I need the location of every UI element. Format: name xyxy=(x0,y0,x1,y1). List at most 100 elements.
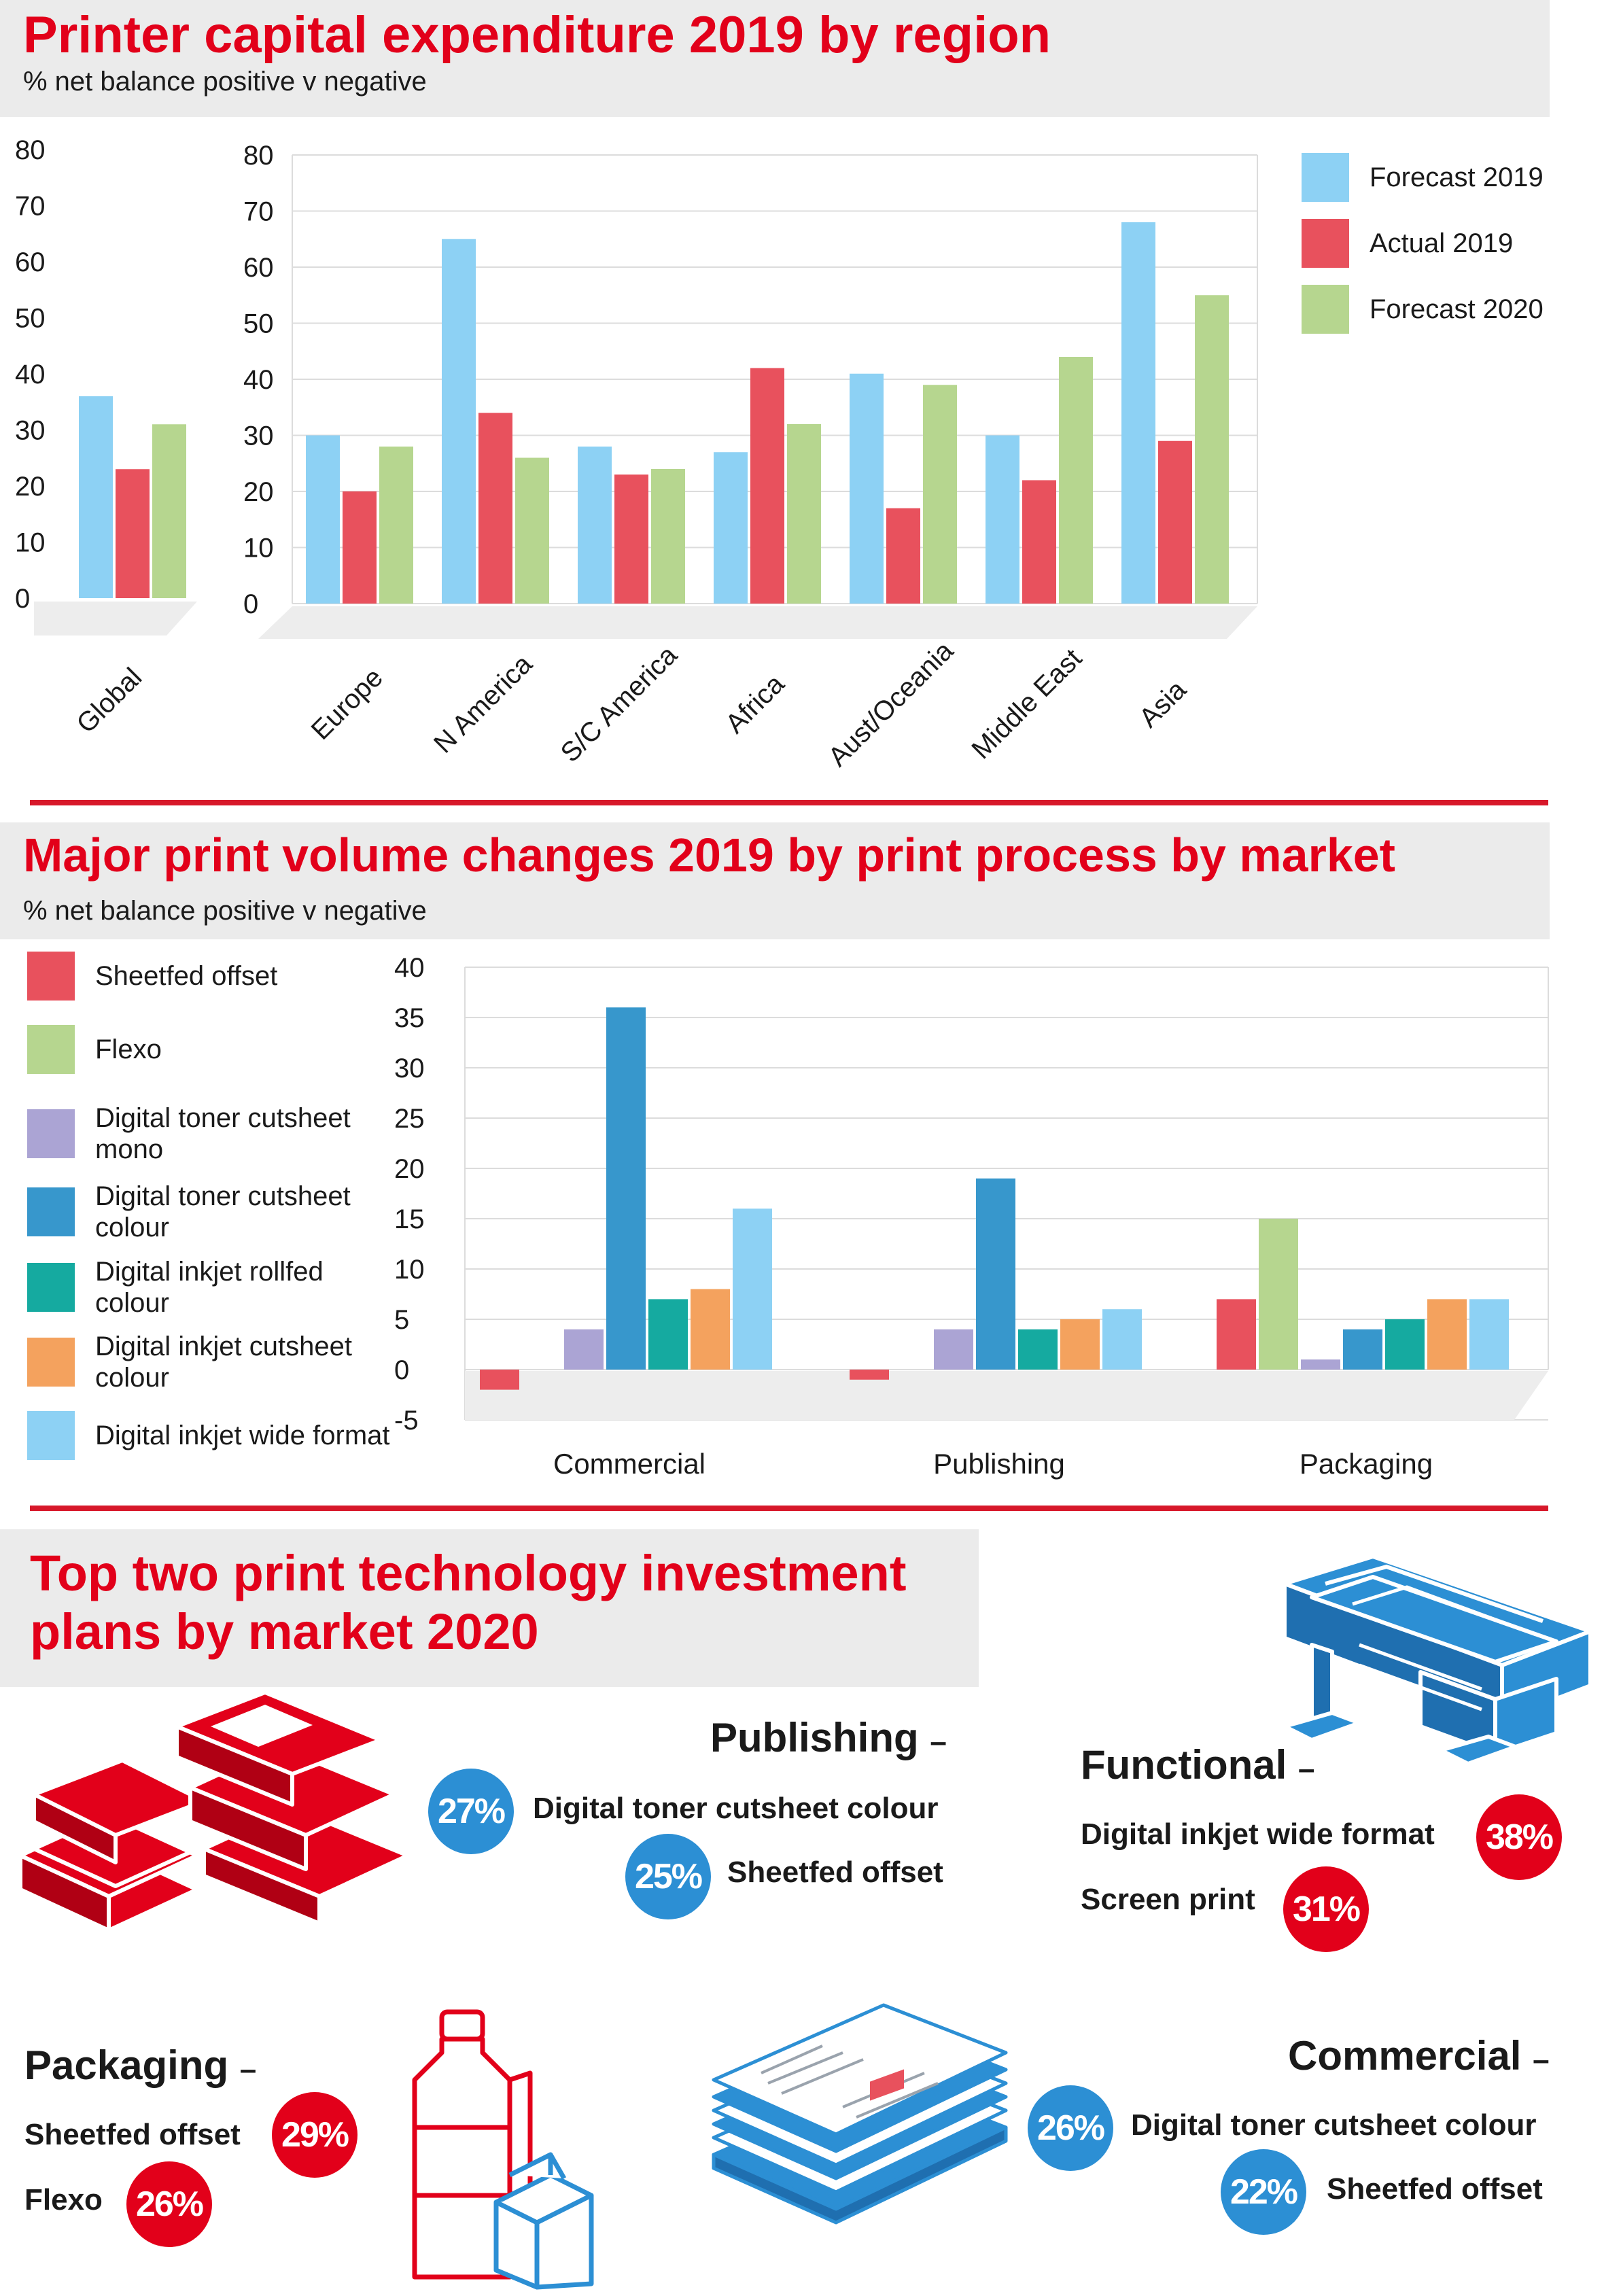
region-chart: 0 10 20 30 40 50 60 70 80 Europe N America S/C Amer… xyxy=(243,141,1258,772)
y-tick-label: 5 xyxy=(394,1305,409,1335)
y-tick-label: 40 xyxy=(15,360,46,389)
y-tick-label: 70 xyxy=(243,197,274,227)
bar-publishing-4 xyxy=(1018,1329,1058,1370)
legend-swatch xyxy=(27,1109,75,1158)
bar-middle-east-1 xyxy=(1022,480,1056,604)
functional-title-text: Functional xyxy=(1081,1742,1287,1788)
y-tick-label: 10 xyxy=(243,534,274,563)
y-tick-label: 15 xyxy=(394,1204,425,1234)
bottle-carton-icon xyxy=(412,2009,594,2290)
publishing-item-1: Digital toner cutsheet colour xyxy=(533,1792,939,1825)
section3-header-band xyxy=(0,1529,979,1687)
legend-label: Actual 2019 xyxy=(1370,228,1514,258)
bar-europe-2 xyxy=(379,447,413,604)
functional-title: Functional – xyxy=(1081,1741,1314,1788)
bar-packaging-0 xyxy=(1217,1299,1256,1370)
dash: – xyxy=(1533,2043,1550,2076)
section1-subtitle: % net balance positive v negative xyxy=(23,67,427,97)
legend-item: Digital inkjet cutsheet colour xyxy=(27,1331,394,1393)
y-tick-label: 70 xyxy=(15,192,46,222)
y-tick-label: 40 xyxy=(394,953,425,983)
legend-label: Sheetfed offset xyxy=(95,961,278,991)
bar-packaging-2 xyxy=(1301,1359,1340,1370)
legend-item: Digital inkjet wide format xyxy=(27,1411,394,1460)
legend-item: Forecast 2019 xyxy=(1302,153,1544,202)
x-tick-label: Africa xyxy=(720,669,790,740)
bar-asia-2 xyxy=(1195,295,1229,604)
x-tick-label: Publishing xyxy=(933,1448,1065,1480)
bar-packaging-6 xyxy=(1469,1299,1509,1370)
y-tick-label: 30 xyxy=(394,1054,425,1083)
bar-africa-0 xyxy=(714,452,748,604)
bar-asia-0 xyxy=(1121,222,1155,604)
y-tick-label: 10 xyxy=(15,528,46,558)
x-tick-label: Aust/Oceania xyxy=(822,636,959,772)
legend-item: Actual 2019 xyxy=(1302,219,1513,268)
packaging-item-2: Flexo xyxy=(24,2183,103,2216)
bar-middle-east-0 xyxy=(986,435,1019,604)
bar-packaging-3 xyxy=(1343,1329,1382,1370)
functional-item-1: Digital inkjet wide format xyxy=(1081,1817,1435,1851)
legend-item: Digital toner cutsheet colour xyxy=(27,1181,394,1243)
legend-item: Forecast 2020 xyxy=(1302,285,1544,334)
legend-swatch xyxy=(1302,285,1349,334)
bar-commercial-0 xyxy=(480,1370,519,1390)
section2-title: Major print volume changes 2019 by print… xyxy=(23,829,1395,882)
publishing-pct-1: 27% xyxy=(428,1769,514,1854)
books-icon xyxy=(18,1690,410,1930)
y-tick-label: -5 xyxy=(394,1406,419,1436)
section3-title-line1: Top two print technology investment xyxy=(30,1545,907,1601)
bar-global-0 xyxy=(79,396,113,598)
legend-swatch xyxy=(27,1338,75,1387)
y-tick-label: 20 xyxy=(15,472,46,502)
y-tick-label: 25 xyxy=(394,1104,425,1134)
commercial-title-text: Commercial xyxy=(1288,2033,1522,2078)
bar-publishing-0 xyxy=(850,1370,889,1380)
bar-publishing-2 xyxy=(934,1329,973,1370)
legend-item: Flexo xyxy=(27,1025,394,1074)
y-tick-label: 20 xyxy=(243,477,274,507)
process-legend: Sheetfed offset Flexo Digital toner cutshe… xyxy=(27,952,394,1482)
global-chart: 0 10 20 30 40 50 60 70 80 Global xyxy=(15,135,197,739)
legend-item: Digital inkjet rollfed colour xyxy=(27,1256,394,1319)
commercial-pct-1: 26% xyxy=(1028,2085,1113,2171)
bar-publishing-3 xyxy=(976,1178,1015,1370)
x-tick-label: Global xyxy=(71,662,147,739)
legend-label: Digital inkjet wide format xyxy=(95,1421,390,1450)
legend-label: Digital toner cutsheet mono xyxy=(95,1103,351,1164)
y-tick-label: 50 xyxy=(243,309,274,339)
legend-label: Digital toner cutsheet colour xyxy=(95,1181,351,1242)
process-chart: -5 0 5 10 15 20 25 30 35 40 Commercial Publishing Pa… xyxy=(394,953,1549,1480)
functional-pct-2: 31% xyxy=(1283,1866,1369,1952)
y-tick-label: 60 xyxy=(15,247,46,277)
bar-commercial-3 xyxy=(606,1007,646,1370)
y-tick-label: 20 xyxy=(394,1154,425,1184)
y-tick-label: 0 xyxy=(15,584,30,614)
bar-commercial-2 xyxy=(564,1329,604,1370)
section1-header-band xyxy=(0,0,1550,117)
bar-s-c-america-0 xyxy=(578,447,612,604)
y-tick-label: 40 xyxy=(243,365,274,395)
packaging-pct-1: 29% xyxy=(272,2092,358,2178)
y-tick-label: 60 xyxy=(243,253,274,283)
region-legend: Forecast 2019 Actual 2019 Forecast 2020 xyxy=(1302,153,1587,357)
bar-packaging-1 xyxy=(1259,1219,1298,1370)
chart-floor xyxy=(465,1371,1548,1420)
section-divider-2 xyxy=(30,1506,1548,1511)
publishing-title-text: Publishing xyxy=(710,1715,919,1760)
bar-global-2 xyxy=(152,424,186,598)
legend-label: Digital inkjet cutsheet colour xyxy=(95,1332,352,1393)
bar-n-america-2 xyxy=(515,457,549,604)
dash: – xyxy=(1297,1752,1315,1786)
bar-africa-1 xyxy=(750,368,784,604)
legend-label: Forecast 2020 xyxy=(1370,294,1544,324)
x-tick-label: N America xyxy=(428,648,538,759)
bar-publishing-6 xyxy=(1102,1309,1142,1370)
functional-item-2: Screen print xyxy=(1081,1883,1255,1916)
y-tick-label: 35 xyxy=(394,1003,425,1033)
bar-n-america-0 xyxy=(442,239,476,604)
legend-item: Digital toner cutsheet mono xyxy=(27,1102,394,1165)
y-tick-label: 30 xyxy=(243,421,274,451)
legend-swatch xyxy=(27,1263,75,1312)
legend-swatch xyxy=(1302,153,1349,202)
